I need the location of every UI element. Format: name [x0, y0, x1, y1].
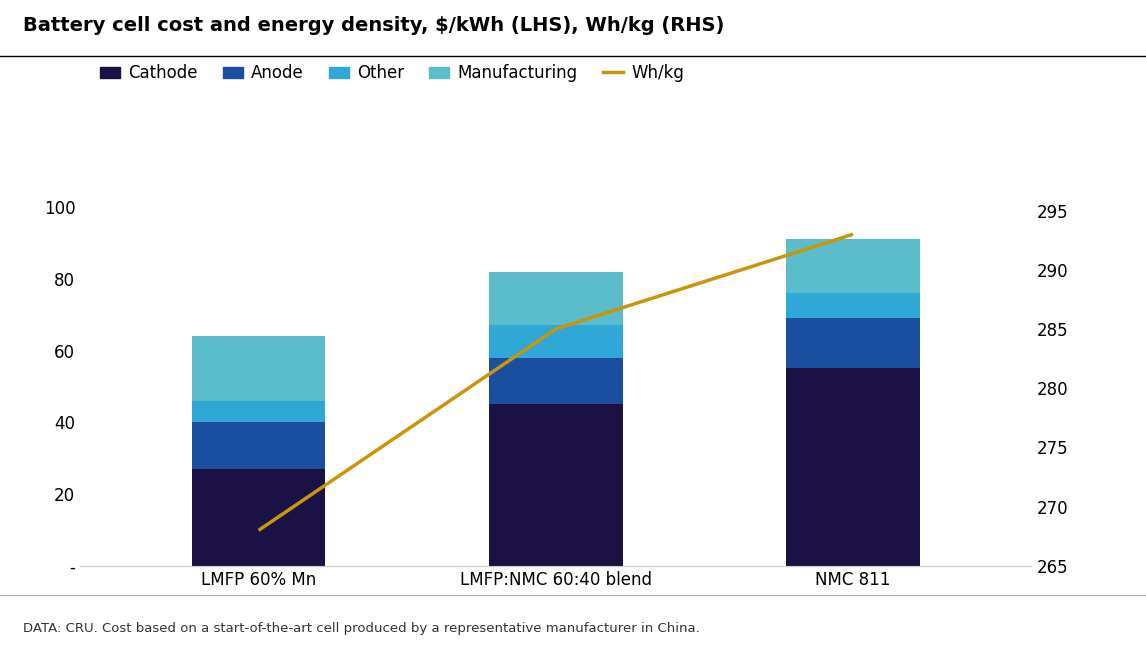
Bar	[191, 422, 325, 469]
Bar	[489, 358, 622, 405]
Bar	[191, 469, 325, 566]
Bar	[191, 336, 325, 401]
Bar	[786, 318, 920, 368]
Legend: Cathode, Anode, Other, Manufacturing, Wh/kg: Cathode, Anode, Other, Manufacturing, Wh…	[100, 64, 684, 82]
Bar	[191, 401, 325, 422]
Text: DATA: CRU. Cost based on a start-of-the-art cell produced by a representative ma: DATA: CRU. Cost based on a start-of-the-…	[23, 622, 700, 635]
Bar	[489, 272, 622, 326]
Bar	[786, 240, 920, 293]
Bar	[786, 368, 920, 566]
Bar	[489, 326, 622, 358]
Text: Battery cell cost and energy density, $/kWh (LHS), Wh/kg (RHS): Battery cell cost and energy density, $/…	[23, 16, 724, 36]
Bar	[489, 405, 622, 566]
Bar	[786, 293, 920, 318]
